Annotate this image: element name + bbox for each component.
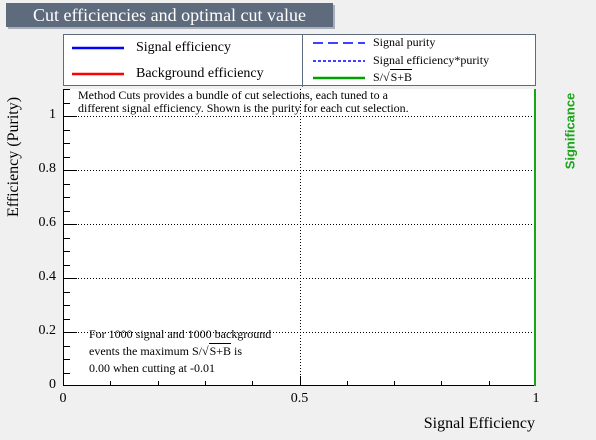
method-note-line-2: different signal efficiency. Shown is th… (78, 101, 409, 115)
optimal-cut-note-line-2: events the maximum S/√S+B is (89, 343, 243, 358)
axis-ticks (63, 89, 536, 386)
y-tick-label: 1 (49, 107, 56, 122)
legend-label-significance-sqrt: S+B (389, 69, 413, 84)
legend-item-significance: S/√S+B (308, 69, 413, 85)
optimal-cut-note-line-2-sqrt: S+B (208, 343, 232, 358)
legend-item-signal-purity: Signal purity (308, 35, 435, 50)
legend-label-signal-efficiency-purity: Signal efficiency*purity (373, 53, 490, 67)
y-tick-label: 0.2 (38, 323, 57, 338)
legend-item-background-efficiency: Background efficiency (68, 66, 264, 82)
legend-label-signal-purity: Signal purity (373, 35, 436, 49)
method-note-line-1: Method Cuts provides a bundle of cut sel… (78, 88, 388, 102)
y-tick-label: 0.4 (38, 269, 57, 284)
grid (63, 89, 536, 386)
legend-item-signal-efficiency: Signal efficiency (68, 40, 231, 56)
legend-label-significance: S/√S+B (373, 69, 413, 84)
legend-swatch-signal-efficiency-purity (313, 59, 365, 62)
legend-divider (302, 35, 303, 87)
legend-swatch-significance (313, 76, 365, 79)
legend-label-signal-efficiency: Signal efficiency (136, 40, 231, 55)
plot-area (63, 89, 536, 386)
x-tick-label: 1 (532, 391, 540, 406)
x-tick-label: 0 (59, 391, 67, 406)
x-axis-title: Signal Efficiency (423, 415, 535, 432)
y-tick-label: 0 (49, 377, 56, 392)
legend: Signal efficiency Background efficiency … (63, 34, 536, 87)
method-note: Method Cuts provides a bundle of cut sel… (78, 89, 409, 115)
significance-axis-title: Significance (562, 92, 578, 170)
optimal-cut-note-line-2-prefix: events the maximum S/ (89, 344, 202, 358)
x-tick-label: 0.5 (290, 391, 309, 406)
legend-swatch-background-efficiency (72, 72, 124, 76)
optimal-cut-note-line-1: For 1000 signal and 1000 background (89, 327, 272, 341)
optimal-cut-note-line-3: 0.00 when cutting at -0.01 (89, 361, 215, 375)
optimal-cut-note: For 1000 signal and 1000 background even… (89, 326, 271, 377)
y-tick-label: 0.8 (38, 161, 57, 176)
legend-label-background-efficiency: Background efficiency (136, 66, 264, 81)
y-axis-title: Efficiency (Purity) (5, 96, 22, 218)
chart-title: Cut efficiencies and optimal cut value (6, 3, 333, 27)
y-tick-label: 0.6 (38, 215, 57, 230)
legend-swatch-signal-purity (313, 41, 365, 44)
plot-background (63, 89, 536, 386)
optimal-cut-note-line-2-suffix: is (231, 344, 243, 358)
legend-swatch-signal-efficiency (72, 46, 124, 50)
legend-label-significance-prefix: S/ (373, 70, 384, 84)
legend-item-signal-efficiency-purity: Signal efficiency*purity (308, 53, 489, 68)
